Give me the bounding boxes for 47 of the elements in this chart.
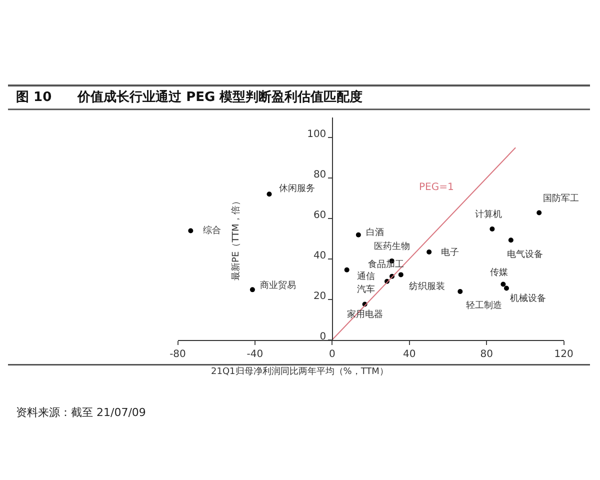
- point: [458, 289, 463, 294]
- point: [504, 286, 509, 291]
- y-tick-label: 60: [313, 210, 326, 221]
- x-tick-label: 120: [554, 348, 574, 360]
- annotation: 传媒: [490, 267, 508, 278]
- annotation: 机械设备: [510, 293, 546, 304]
- annotation: 通信: [357, 271, 375, 282]
- point: [508, 238, 514, 243]
- point: [356, 232, 361, 238]
- annotation: 轻工制造: [466, 300, 502, 311]
- annotation: 食品加工: [368, 259, 404, 270]
- point: [266, 192, 272, 197]
- annotation: 国防军工: [543, 193, 579, 204]
- point: [426, 250, 432, 255]
- chart-title: 图 10 价值成长行业通过 PEG 模型判断盈利估值匹配度: [16, 89, 363, 105]
- annotation: 纺织服装: [409, 281, 445, 292]
- annotation: 白酒: [366, 227, 384, 238]
- annotation: 商业贸易: [260, 280, 296, 291]
- y-tick-label: 100: [307, 129, 326, 140]
- annotation: 综合: [203, 225, 221, 236]
- x-axis-title: 21Q1归母净利润同比两年平均（%，TTM）: [211, 366, 388, 377]
- x-tick-label: 80: [480, 348, 493, 360]
- y-tick-label: 0: [320, 331, 326, 342]
- annotation: 电子: [441, 247, 459, 258]
- series-label: PEG=1: [419, 182, 454, 193]
- point: [500, 282, 506, 287]
- point: [490, 226, 495, 232]
- annotation: 家用电器: [347, 309, 383, 320]
- y-tick-label: 80: [313, 169, 326, 180]
- x-tick-label: -40: [246, 348, 264, 360]
- annotation: 医药生物: [374, 241, 410, 252]
- point: [188, 228, 194, 234]
- x-tick-label: -80: [170, 348, 186, 360]
- y-axis-title: 最新PE（TTM，倍）: [230, 196, 242, 280]
- point: [344, 267, 350, 272]
- point: [536, 210, 542, 216]
- x-tick-label: 40: [403, 348, 416, 360]
- y-tick-label: 20: [313, 290, 326, 302]
- annotation: 电气设备: [507, 249, 543, 260]
- point: [250, 287, 255, 292]
- point: [398, 272, 404, 278]
- annotation: 休闲服务: [279, 183, 315, 194]
- y-tick-label: 40: [313, 250, 326, 262]
- annotation: 汽车: [357, 284, 375, 295]
- x-tick-label: 0: [328, 348, 336, 360]
- annotation: 计算机: [475, 209, 502, 220]
- text: 资料来源：截至 21/07/09: [16, 406, 146, 419]
